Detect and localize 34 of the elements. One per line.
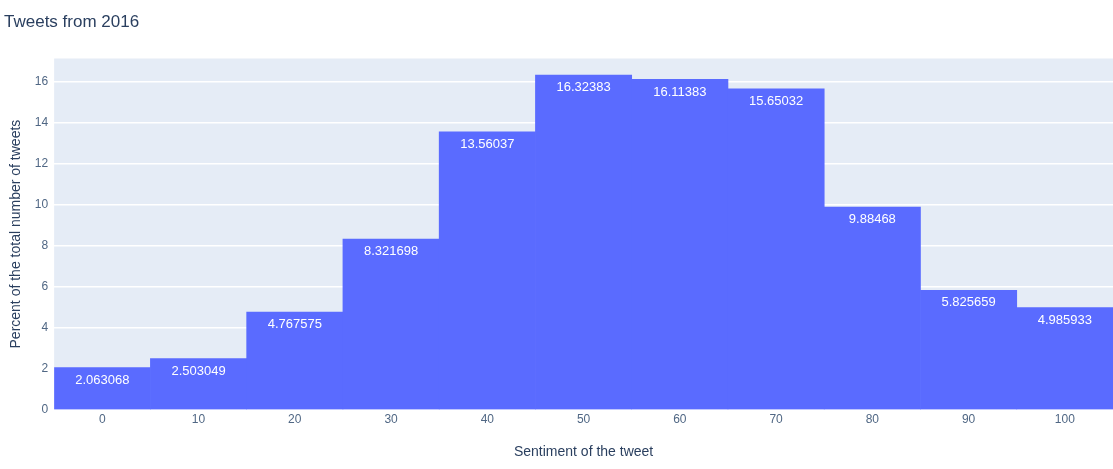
y-tick-label: 6 bbox=[41, 279, 49, 294]
data-label: 2.063068 bbox=[75, 371, 130, 387]
x-tick-label: 90 bbox=[961, 412, 976, 427]
data-label: 9.88468 bbox=[848, 211, 896, 227]
chart-title: Tweets from 2016 bbox=[4, 11, 140, 31]
y-tick-label: 16 bbox=[34, 74, 49, 89]
y-tick-label: 8 bbox=[41, 238, 49, 253]
data-label: 16.32383 bbox=[556, 79, 611, 95]
y-tick-label: 2 bbox=[41, 361, 49, 376]
x-tick-label: 0 bbox=[98, 412, 106, 427]
x-tick-label: 30 bbox=[384, 412, 399, 427]
y-tick-label: 10 bbox=[34, 197, 49, 212]
x-tick-label: 60 bbox=[673, 412, 687, 427]
x-tick-label: 10 bbox=[191, 412, 206, 427]
data-label: 4.767575 bbox=[267, 316, 322, 332]
x-tick-label: 20 bbox=[288, 412, 302, 427]
y-tick-label: 12 bbox=[34, 156, 49, 171]
y-tick-label: 14 bbox=[34, 115, 49, 130]
y-tick-label: 4 bbox=[41, 320, 49, 335]
y-axis-title: Percent of the total number of tweets bbox=[7, 119, 24, 349]
data-label: 16.11383 bbox=[653, 83, 707, 99]
data-label: 13.56037 bbox=[460, 135, 515, 151]
y-tick-label: 0 bbox=[41, 402, 49, 417]
data-label: 15.65032 bbox=[748, 93, 804, 109]
data-label: 2.503049 bbox=[171, 362, 226, 378]
x-tick-label: 100 bbox=[1054, 412, 1076, 427]
x-tick-label: 40 bbox=[480, 412, 495, 427]
x-tick-label: 80 bbox=[865, 412, 880, 427]
x-tick-label: 50 bbox=[576, 412, 591, 427]
data-label: 8.321698 bbox=[363, 243, 419, 259]
data-label: 5.825659 bbox=[941, 294, 996, 310]
data-label: 4.985933 bbox=[1037, 311, 1092, 327]
x-axis-title: Sentiment of the tweet bbox=[513, 443, 654, 460]
x-tick-label: 70 bbox=[769, 412, 784, 427]
